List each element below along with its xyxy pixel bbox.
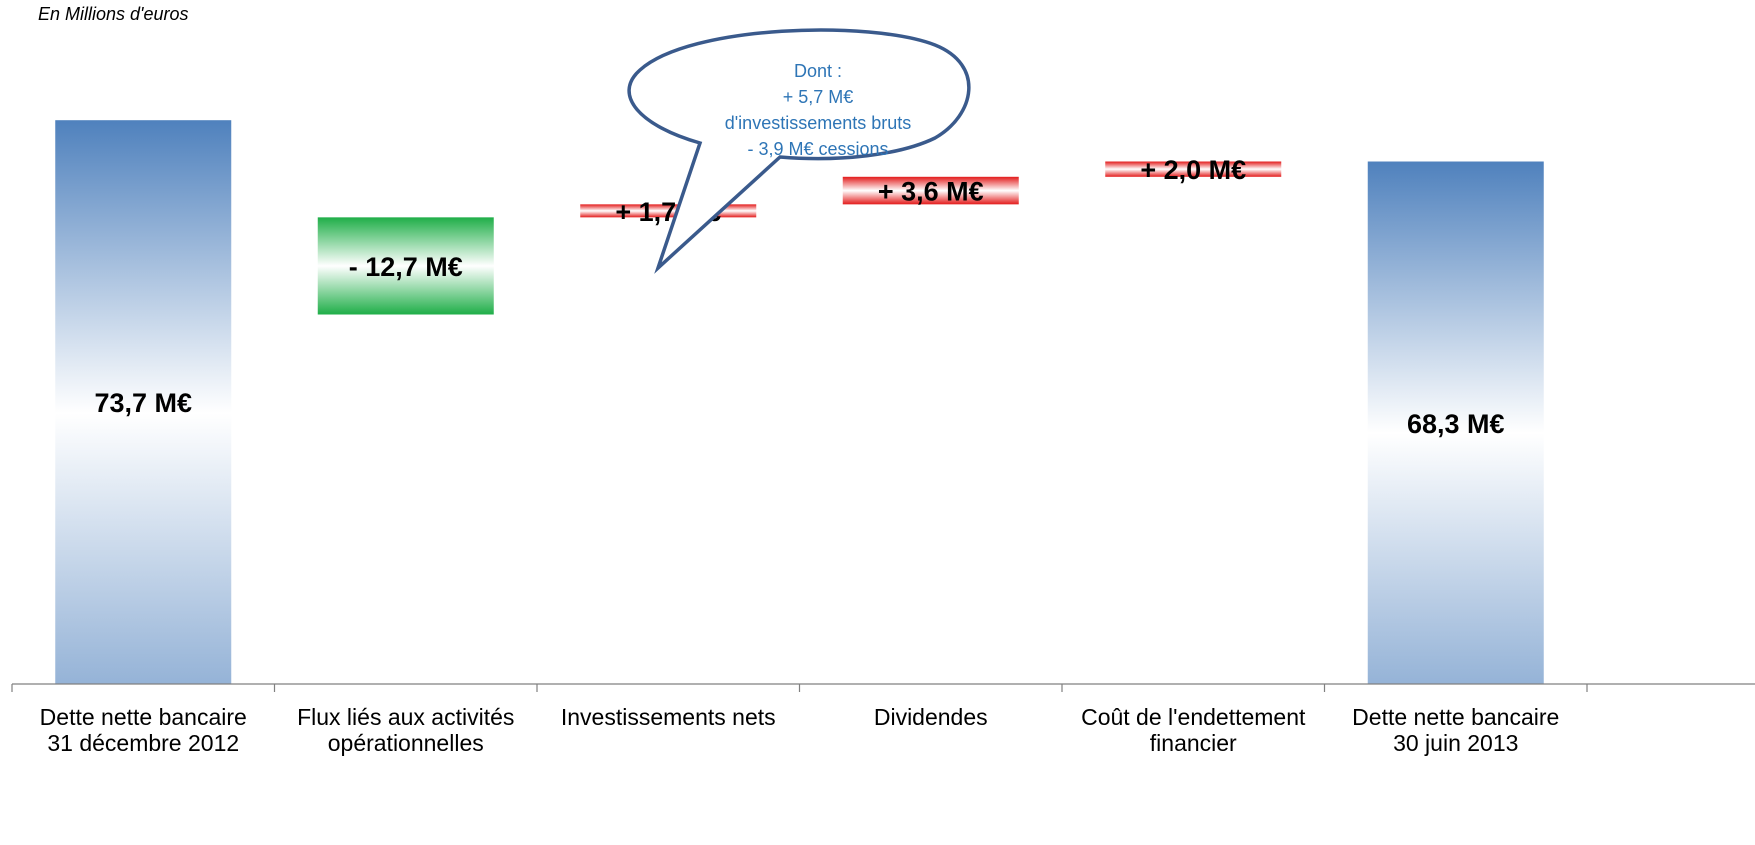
callout-bubble: [627, 28, 971, 274]
bar-increase: [1105, 161, 1282, 177]
category-label: Investissements nets: [561, 704, 776, 730]
bar-decrease: [317, 217, 494, 315]
callout-line: Dont :: [793, 61, 843, 81]
bar-increase: [842, 176, 1019, 205]
category-label: Dividendes: [874, 704, 988, 730]
bar-value-label: + 3,6 M€: [878, 177, 984, 207]
bar-total: [55, 120, 232, 684]
callout-text: Dont : + 5,7 M€ d'investissements bruts …: [668, 58, 968, 162]
category-label: 30 juin 2013: [1393, 730, 1518, 756]
category-label: Flux liés aux activités: [297, 704, 514, 730]
bar-value-label: 73,7 M€: [94, 388, 192, 418]
bar-total: [1367, 161, 1544, 684]
callout-line: - 3,9 M€ cessions: [747, 139, 889, 159]
bar-value-label: - 12,7 M€: [349, 252, 463, 282]
bar-value-label: 68,3 M€: [1407, 409, 1505, 439]
category-label: Dette nette bancaire: [40, 704, 247, 730]
category-label: financier: [1150, 730, 1237, 756]
unit-note: En Millions d'euros: [38, 4, 189, 24]
category-label: 31 décembre 2012: [47, 730, 239, 756]
callout-line: d'investissements bruts: [724, 113, 912, 133]
category-label: Coût de l'endettement: [1081, 704, 1306, 730]
callout-line: + 5,7 M€: [782, 87, 854, 107]
bar-value-label: + 2,0 M€: [1140, 155, 1246, 185]
category-label: Dette nette bancaire: [1352, 704, 1559, 730]
category-label: opérationnelles: [328, 730, 484, 756]
